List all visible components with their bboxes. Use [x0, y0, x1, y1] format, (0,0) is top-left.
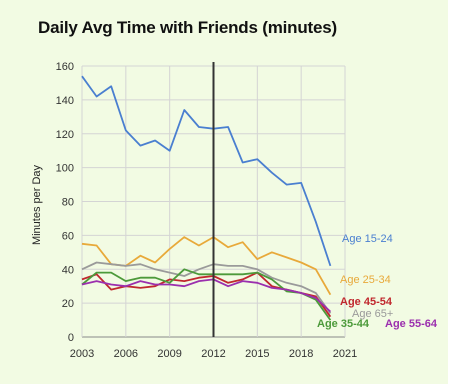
y-tick-label: 60: [62, 230, 74, 242]
x-tick-label: 2003: [70, 348, 94, 360]
series-line: [82, 273, 330, 317]
series-lines: [82, 76, 330, 320]
y-tick-label: 40: [62, 264, 74, 276]
x-tick-label: 2006: [114, 348, 138, 360]
series-label: Age 25-34: [340, 274, 391, 286]
x-tick-label: 2015: [245, 348, 269, 360]
x-axis-ticks: 2003 2006 2009 2012 2015 2018 2021: [70, 348, 357, 360]
y-tick-label: 160: [56, 61, 74, 73]
series-label: Age 15-24: [342, 233, 393, 245]
y-tick-label: 120: [56, 129, 74, 141]
y-axis-label: Minutes per Day: [31, 164, 43, 245]
series-label: Age 45-54: [340, 296, 393, 308]
x-tick-label: 2012: [201, 348, 225, 360]
x-tick-label: 2018: [289, 348, 313, 360]
x-tick-label: 2009: [157, 348, 181, 360]
y-axis-ticks: 0 20 40 60 80 100 120 140 160: [56, 61, 74, 344]
series-label: Age 35-44: [317, 318, 370, 330]
y-tick-label: 20: [62, 298, 74, 310]
y-tick-label: 80: [62, 197, 74, 209]
x-tick-label: 2021: [333, 348, 357, 360]
y-tick-label: 0: [68, 332, 74, 344]
y-tick-label: 140: [56, 95, 74, 107]
y-tick-label: 100: [56, 163, 74, 175]
series-line: [82, 76, 330, 266]
series-label: Age 55-64: [385, 318, 438, 330]
